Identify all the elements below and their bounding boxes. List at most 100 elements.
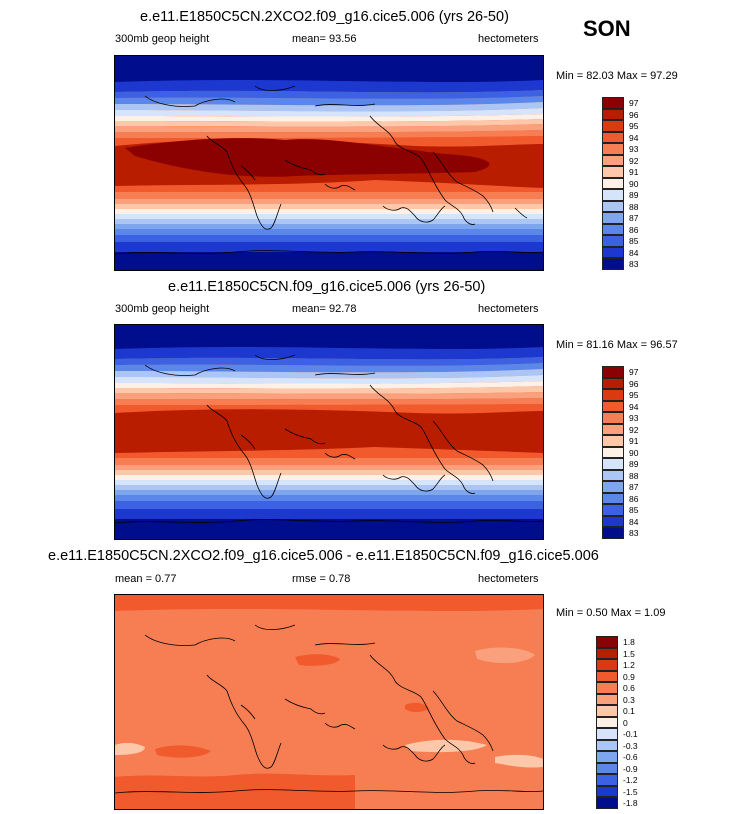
colorbar-swatch [602,189,624,201]
colorbar-tick-label: 86 [629,224,639,235]
panel-2-map [114,324,544,540]
colorbar-swatch [596,785,618,797]
panel-3-rmse-label: rmse = 0.78 [292,573,351,585]
colorbar-tick-label: 96 [629,378,639,389]
colorbar-swatch [602,458,624,470]
colorbar-tick-label: -0.1 [623,729,638,739]
panel-2-minmax-label: Min = 81.16 Max = 96.57 [556,339,678,351]
colorbar-swatch [602,131,624,143]
colorbar-tick-label: 1.5 [623,648,635,659]
panel-3-units-label: hectometers [478,573,539,585]
colorbar-tick-label: 92 [629,155,639,166]
panel-1-contour-map [115,56,543,270]
colorbar-tick-label: 94 [629,401,639,412]
panel-3-map [114,594,544,810]
colorbar-tick-label: 84 [629,516,639,527]
colorbar-swatch [602,212,624,224]
panel-1-mean-label: mean= 93.56 [292,33,357,45]
colorbar-swatch [602,258,624,270]
panel-3-contour-map [115,595,543,809]
colorbar-tick-label: 0.3 [623,694,635,705]
season-label: SON [583,16,631,41]
colorbar-tick-label: -0.3 [623,740,638,751]
panel-3-mean-label: mean = 0.77 [115,573,177,585]
panel-2-mean-label: mean= 92.78 [292,303,357,315]
colorbar-tick-label: 90 [629,447,639,458]
panel-2-units-label: hectometers [478,303,539,315]
panel-1-minmax-label: Min = 82.03 Max = 97.29 [556,70,678,82]
panel-1-map [114,55,544,271]
colorbar-tick-label: 92 [629,424,639,435]
panel-2-contour-map [115,325,543,539]
colorbar-swatch [596,751,618,763]
panel-2-variable-label: 300mb geop height [115,303,210,315]
colorbar-tick-label: 87 [629,482,639,492]
panel-1-title: e.e11.E1850C5CN.2XCO2.f09_g16.cice5.006 … [140,9,509,25]
colorbar-swatch [596,670,618,682]
panel-1-units-label: hectometers [478,33,539,45]
colorbar-tick-label: 0.6 [623,683,635,693]
panel-3-minmax-label: Min = 0.50 Max = 1.09 [556,607,666,619]
colorbar-tick-label: 97 [629,98,639,108]
colorbar-swatch [602,504,624,516]
colorbar-swatch [602,235,624,247]
colorbar-swatch [596,774,618,786]
colorbar-swatch [602,223,624,235]
colorbar-swatch [596,762,618,774]
colorbar-tick-label: 94 [629,132,639,143]
colorbar-tick-label: 0.9 [623,671,635,682]
colorbar-swatch [602,97,624,109]
panel-2-title: e.e11.E1850C5CN.f09_g16.cice5.006 (yrs 2… [168,279,486,295]
colorbar-tick-label: 85 [629,505,639,515]
colorbar-swatch [602,366,624,378]
colorbar-tick-label: 83 [629,259,639,269]
colorbar-tick-label: 95 [629,121,639,131]
colorbar-swatch [602,154,624,166]
colorbar-swatch [596,797,618,809]
colorbar-swatch [602,377,624,389]
colorbar-swatch [602,527,624,539]
colorbar-swatch [602,469,624,481]
colorbar-swatch [602,400,624,412]
colorbar-tick-label: 91 [629,167,639,177]
colorbar-tick-label: 93 [629,144,639,154]
colorbar-swatch [596,705,618,717]
colorbar-tick-label: -0.9 [623,763,638,774]
colorbar-swatch [596,716,618,728]
panel-3-title: e.e11.E1850C5CN.2XCO2.f09_g16.cice5.006 … [48,548,599,564]
colorbar-swatch [602,166,624,178]
colorbar-swatch [596,693,618,705]
colorbar-tick-label: 89 [629,190,639,200]
colorbar-tick-label: 84 [629,247,639,258]
colorbar-tick-label: 1.2 [623,660,635,670]
colorbar-swatch [602,412,624,424]
colorbar-swatch [596,739,618,751]
colorbar-tick-label: 0 [623,717,628,728]
colorbar-tick-label: -1.5 [623,786,638,797]
colorbar-tick-label: 88 [629,201,639,212]
colorbar-swatch [602,389,624,401]
colorbar-tick-label: -1.8 [623,798,638,808]
colorbar-tick-label: 90 [629,178,639,189]
colorbar-swatch [602,108,624,120]
colorbar-tick-label: 86 [629,493,639,504]
colorbar-swatch [602,481,624,493]
colorbar-tick-label: 95 [629,390,639,400]
colorbar-swatch [602,143,624,155]
colorbar-swatch [602,492,624,504]
colorbar-swatch [596,636,618,648]
colorbar-swatch [602,446,624,458]
colorbar-swatch [602,423,624,435]
colorbar-tick-label: 93 [629,413,639,423]
colorbar-tick-label: 97 [629,367,639,377]
colorbar-tick-label: 89 [629,459,639,469]
colorbar-tick-label: 88 [629,470,639,481]
panel-1-variable-label: 300mb geop height [115,33,210,45]
colorbar-tick-label: 83 [629,528,639,538]
colorbar-swatch [602,177,624,189]
colorbar-swatch [602,515,624,527]
colorbar-tick-label: 91 [629,436,639,446]
colorbar-tick-label: 96 [629,109,639,120]
colorbar-swatch [596,682,618,694]
colorbar-swatch [596,728,618,740]
